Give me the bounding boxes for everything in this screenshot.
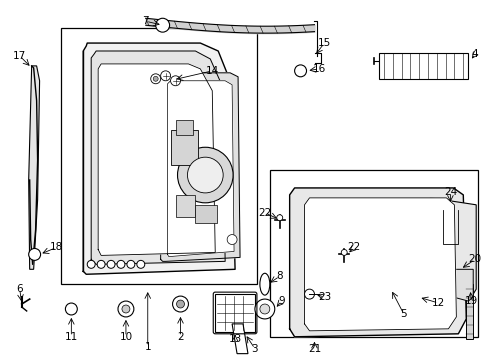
Polygon shape [83,43,235,274]
Ellipse shape [260,273,270,295]
Circle shape [122,305,130,313]
Circle shape [117,260,125,268]
Circle shape [305,289,315,299]
Polygon shape [399,277,429,307]
Circle shape [151,74,161,84]
Bar [171,130,198,165]
Text: 10: 10 [120,332,132,342]
Circle shape [227,235,237,244]
Circle shape [255,299,275,319]
Circle shape [97,260,105,268]
Polygon shape [305,198,456,331]
Circle shape [277,215,283,221]
Polygon shape [168,81,234,256]
Bar [215,294,255,332]
Circle shape [260,304,270,314]
Text: 18: 18 [50,243,63,252]
Text: 8: 8 [276,271,283,281]
Circle shape [176,300,184,308]
Text: 17: 17 [13,51,26,61]
Text: 6: 6 [17,284,23,294]
Bar [379,53,468,79]
Text: 21: 21 [308,344,321,354]
Polygon shape [29,66,40,269]
Text: 22: 22 [258,208,271,218]
Circle shape [118,301,134,317]
Text: 24: 24 [444,187,457,197]
Circle shape [177,147,233,203]
Text: 19: 19 [465,296,478,306]
Circle shape [172,296,189,312]
Text: 4: 4 [472,49,479,59]
Polygon shape [91,51,225,264]
Circle shape [127,260,135,268]
Circle shape [156,18,170,32]
Text: 12: 12 [432,298,445,308]
Polygon shape [161,73,240,261]
Text: 15: 15 [318,38,331,48]
Text: 14: 14 [206,66,219,76]
Polygon shape [429,198,476,294]
Polygon shape [98,64,215,255]
Circle shape [341,249,347,255]
Circle shape [107,260,115,268]
Circle shape [171,76,180,86]
Circle shape [87,260,95,268]
Circle shape [65,303,77,315]
Bar [270,170,478,337]
Text: 5: 5 [400,309,407,319]
Bar [196,205,217,223]
Circle shape [137,260,145,268]
Polygon shape [359,277,404,292]
Bar [175,195,196,217]
Polygon shape [453,269,473,301]
Circle shape [161,71,171,81]
Circle shape [294,65,307,77]
Circle shape [153,76,158,81]
Polygon shape [290,188,466,337]
Text: 11: 11 [65,332,78,342]
Text: 7: 7 [143,16,149,26]
Text: 2: 2 [177,332,184,342]
Text: 13: 13 [228,334,242,344]
Text: 3: 3 [251,344,258,354]
Polygon shape [466,284,473,339]
Bar [175,121,194,135]
Circle shape [188,157,223,193]
Text: 20: 20 [468,255,482,264]
Text: 23: 23 [318,292,331,302]
Polygon shape [232,324,248,354]
Text: 16: 16 [313,64,326,74]
Bar [61,28,257,284]
Text: 1: 1 [145,342,151,352]
Text: 9: 9 [278,296,285,306]
Circle shape [29,248,41,260]
Text: 22: 22 [347,243,361,252]
